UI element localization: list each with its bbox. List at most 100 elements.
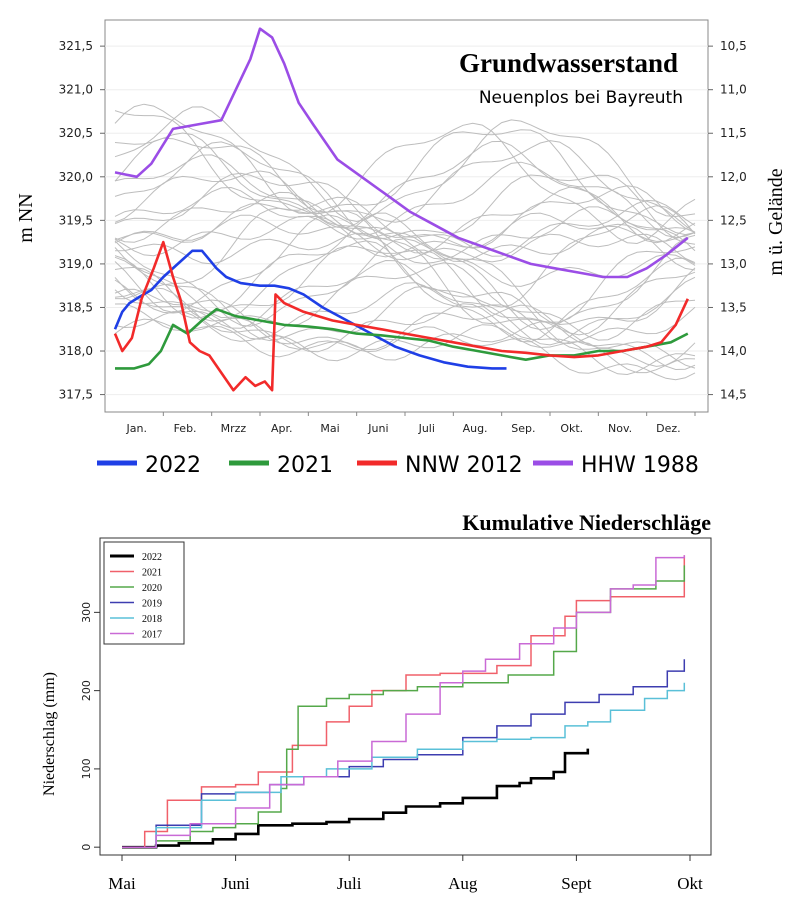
legend-2: 2022 2021 2020 2019 2018 2017 (103, 541, 185, 645)
chart-title-2: Kumulative Niederschläge (462, 510, 711, 535)
chart-subtitle: Neuenplos bei Bayreuth (479, 88, 683, 108)
historic-line-11 (114, 287, 696, 376)
legend-label: 2021 (277, 453, 333, 478)
precip-series-group (122, 555, 686, 849)
x-tick-label: Dez. (656, 422, 681, 435)
series-line-nnw-2012 (113, 240, 689, 392)
historic-line-21 (114, 279, 696, 345)
legend2-label: 2017 (142, 630, 162, 641)
x-axis: Jan. Feb. Mrzz Apr. Mai Juni Juli Aug. Sep. Okt. N… (126, 412, 696, 435)
x-tick-label: Juni (367, 422, 388, 435)
x-tick-label: Sep. (511, 422, 535, 435)
y-tick-label-right: 12,0 (720, 170, 747, 184)
legend-box-2 (103, 541, 185, 645)
x-tick-label: Okt. (560, 422, 583, 435)
x2-tick-label: Juli (337, 874, 362, 893)
x-tick-label: Jan. (126, 422, 147, 435)
x2-tick-label: Aug (448, 874, 478, 893)
precip-line-2018 (122, 682, 686, 848)
y-tick-label-right: 12,5 (720, 213, 747, 227)
y-tick-label-right: 10,5 (720, 39, 747, 53)
y-axis-2: 0 100 200 300 (80, 602, 100, 851)
y-tick-label-left: 321,0 (59, 83, 93, 97)
x-tick-label: Aug. (463, 422, 488, 435)
historic-line-9 (114, 106, 696, 223)
historic-line-27 (114, 154, 696, 239)
y-tick-label-left: 321,5 (59, 39, 93, 53)
x-tick-label: Juli (418, 422, 435, 435)
legend2-label: 2019 (142, 599, 162, 610)
legend: 2022 2021 NNW 2012 HHW 1988 (97, 453, 699, 478)
y-tick-label-right: 14,0 (720, 344, 747, 358)
x-tick-label: Mai (320, 422, 339, 435)
historic-line-3 (114, 238, 696, 327)
y-axis-label-left: m NN (15, 193, 37, 242)
y-tick-label-left: 318,0 (59, 344, 93, 358)
historic-line-24 (114, 205, 696, 308)
historic-line-12 (114, 262, 696, 341)
y-tick-label-left: 320,5 (59, 126, 93, 140)
precipitation-chart: Kumulative Niederschläge 0 100 200 300 Mai J… (41, 510, 712, 893)
y-axis-label-2: Niederschlag (mm) (41, 672, 58, 796)
precip-line-2017 (122, 555, 686, 848)
y-tick-label-right: 14,5 (720, 388, 747, 402)
y2-tick-label: 200 (80, 680, 93, 701)
historic-line-18 (114, 137, 696, 234)
grid-lines (105, 45, 708, 396)
x-axis-2: Mai Juni Juli Aug Sept Okt (108, 855, 703, 893)
highlight-series-group (113, 27, 689, 392)
x-tick-label: Feb. (174, 422, 197, 435)
y-tick-label-left: 320,0 (59, 170, 93, 184)
y-tick-label-left: 317,5 (59, 388, 93, 402)
historic-line-14 (114, 214, 696, 325)
y-tick-label-right: 11,5 (720, 126, 747, 140)
legend2-label: 2020 (142, 583, 162, 594)
historic-line-10 (114, 311, 696, 374)
precipitation-figure: Kumulative Niederschläge 0 100 200 300 Mai J… (0, 500, 800, 908)
y2-tick-label: 0 (80, 844, 93, 851)
y-axis-label-right: m ü. Gelände (765, 168, 787, 275)
precip-line-2022 (122, 748, 590, 849)
x-tick-label: Apr. (271, 422, 293, 435)
y-tick-label-left: 319,0 (59, 257, 93, 271)
historic-line-29 (114, 110, 696, 245)
y2-tick-label: 300 (80, 602, 93, 623)
legend-label: HHW 1988 (581, 453, 699, 478)
groundwater-chart: 317,5 318,0 318,5 319,0 319,5 320,0 320,5 321,0… (15, 19, 787, 478)
x-tick-label: Mrzz (221, 422, 247, 435)
series-line-2022 (113, 249, 507, 370)
historic-line-22 (114, 259, 696, 346)
y-tick-label-left: 318,5 (59, 300, 93, 314)
historic-line-1 (114, 288, 696, 371)
plot-area (104, 19, 709, 413)
historic-line-8 (114, 141, 696, 245)
historic-line-20 (114, 303, 696, 381)
x2-tick-label: Okt (677, 874, 703, 893)
y-tick-label-left: 319,5 (59, 213, 93, 227)
legend-label: 2022 (145, 453, 201, 478)
y-axis-left: 317,5 318,0 318,5 319,0 319,5 320,0 320,5 321,0… (59, 39, 105, 402)
y-axis-right: 10,5 11,0 11,5 12,0 12,5 13,0 13,5 14,0 14,5 (708, 39, 747, 402)
x2-tick-label: Mai (108, 874, 136, 893)
historic-line-26 (114, 186, 696, 271)
x-tick-label: Nov. (608, 422, 632, 435)
historic-line-19 (114, 103, 696, 236)
y-tick-label-right: 13,5 (720, 300, 747, 314)
legend2-label: 2022 (142, 552, 162, 563)
historic-line-17 (114, 170, 696, 254)
legend2-label: 2018 (142, 614, 162, 625)
historic-line-25 (114, 214, 696, 265)
x2-tick-label: Juni (221, 874, 250, 893)
legend2-label: 2021 (142, 568, 162, 579)
historic-line-16 (114, 191, 696, 260)
y2-tick-label: 100 (80, 758, 93, 779)
series-line-2021 (115, 307, 689, 370)
x2-tick-label: Sept (561, 874, 592, 893)
groundwater-figure: 317,5 318,0 318,5 319,0 319,5 320,0 320,5 321,0… (15, 19, 787, 478)
y-tick-label-right: 11,0 (720, 83, 747, 97)
series-line-hhw-1988 (114, 27, 689, 279)
historic-line-28 (114, 132, 696, 244)
legend-label: NNW 2012 (405, 453, 523, 478)
chart-title: Grundwasserstand (459, 48, 678, 78)
y-tick-label-right: 13,0 (720, 257, 747, 271)
